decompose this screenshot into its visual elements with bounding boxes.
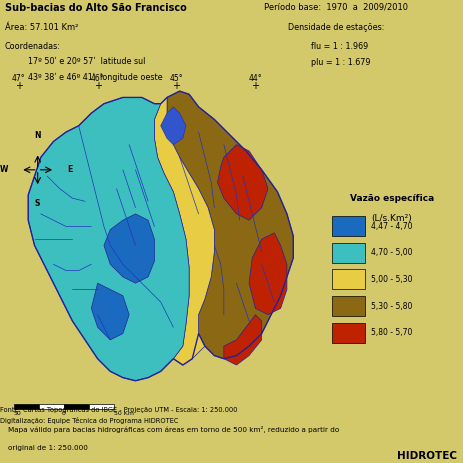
Text: (L/s.Km²): (L/s.Km²)	[371, 214, 412, 224]
Text: Densidade de estações:: Densidade de estações:	[287, 23, 383, 32]
Polygon shape	[217, 144, 268, 220]
Text: Digitalização: Equipe Técnica do Programa HIDROTEC: Digitalização: Equipe Técnica do Program…	[0, 417, 178, 424]
Text: 43º 38ʹ e 46º 41ʹ  longitude oeste: 43º 38ʹ e 46º 41ʹ longitude oeste	[28, 73, 162, 82]
Text: 4,70 - 5,00: 4,70 - 5,00	[370, 248, 411, 257]
Text: Área: 57.101 Km²: Área: 57.101 Km²	[5, 23, 78, 32]
Text: 5,80 - 5,70: 5,80 - 5,70	[370, 328, 411, 338]
Text: E: E	[67, 165, 72, 175]
Polygon shape	[28, 97, 189, 381]
Bar	[89, 405, 114, 409]
Text: HIDROTEC: HIDROTEC	[396, 451, 456, 461]
Text: Período base:  1970  a  2009/2010: Período base: 1970 a 2009/2010	[264, 2, 407, 12]
Text: 5,00 - 5,30: 5,00 - 5,30	[370, 275, 411, 284]
Text: 47°: 47°	[12, 74, 25, 83]
Polygon shape	[167, 91, 293, 359]
Bar	[14, 405, 39, 409]
Text: original de 1: 250.000: original de 1: 250.000	[8, 444, 88, 450]
Polygon shape	[91, 283, 129, 340]
Text: Coordenadas:: Coordenadas:	[5, 42, 60, 50]
Bar	[331, 216, 364, 236]
Text: Sub-bacias do Alto São Francisco: Sub-bacias do Alto São Francisco	[5, 2, 186, 13]
Bar	[331, 296, 364, 316]
Text: +: +	[172, 81, 180, 91]
Text: 50: 50	[14, 411, 22, 416]
Text: +: +	[94, 81, 101, 91]
Text: 50 Km: 50 Km	[114, 411, 134, 416]
Text: Fonte: Cartas Topográficas do IBGE - Projeção UTM - Escala: 1: 250.000: Fonte: Cartas Topográficas do IBGE - Pro…	[0, 406, 237, 413]
Polygon shape	[249, 233, 286, 315]
Text: W: W	[0, 165, 8, 175]
Text: +: +	[251, 81, 259, 91]
Text: +: +	[15, 81, 23, 91]
Text: Vazão específica: Vazão específica	[349, 194, 433, 203]
Text: plu = 1 : 1.679: plu = 1 : 1.679	[310, 58, 369, 67]
Bar	[331, 243, 364, 263]
Text: 4,47 - 4,70: 4,47 - 4,70	[370, 222, 411, 231]
Bar	[39, 405, 64, 409]
Bar	[331, 269, 364, 289]
Text: Mapa válido para bacias hidrográficas com áreas em torno de 500 km², reduzido a : Mapa válido para bacias hidrográficas co…	[8, 426, 339, 433]
Text: flu = 1 : 1.969: flu = 1 : 1.969	[310, 42, 367, 50]
Text: 46°: 46°	[91, 74, 104, 83]
Bar	[331, 323, 364, 343]
Text: 5,30 - 5,80: 5,30 - 5,80	[370, 301, 411, 311]
Text: N: N	[34, 131, 41, 140]
Polygon shape	[223, 315, 261, 365]
Polygon shape	[154, 97, 214, 365]
Text: 0: 0	[62, 411, 66, 416]
Text: 45°: 45°	[169, 74, 183, 83]
Bar	[64, 405, 89, 409]
Text: 44°: 44°	[248, 74, 262, 83]
Text: S: S	[35, 199, 40, 208]
Polygon shape	[160, 107, 186, 144]
Polygon shape	[104, 214, 154, 283]
Text: 17º 50ʹ e 20º 57ʹ  latitude sul: 17º 50ʹ e 20º 57ʹ latitude sul	[28, 56, 145, 66]
